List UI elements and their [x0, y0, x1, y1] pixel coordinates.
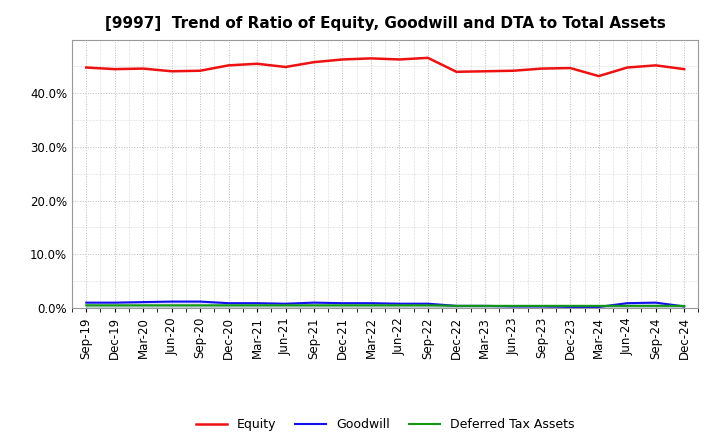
Equity: [537, 66, 546, 71]
Goodwill: [423, 301, 432, 306]
Equity: [509, 68, 518, 73]
Deferred Tax Assets: [338, 303, 347, 308]
Deferred Tax Assets: [623, 303, 631, 308]
Goodwill: [509, 304, 518, 309]
Deferred Tax Assets: [282, 303, 290, 308]
Deferred Tax Assets: [395, 303, 404, 308]
Goodwill: [110, 300, 119, 305]
Goodwill: [680, 304, 688, 309]
Deferred Tax Assets: [537, 303, 546, 308]
Equity: [595, 73, 603, 79]
Goodwill: [595, 304, 603, 310]
Deferred Tax Assets: [139, 303, 148, 308]
Deferred Tax Assets: [680, 303, 688, 308]
Goodwill: [225, 301, 233, 306]
Equity: [82, 65, 91, 70]
Goodwill: [338, 301, 347, 306]
Equity: [167, 69, 176, 74]
Goodwill: [566, 304, 575, 310]
Equity: [566, 66, 575, 71]
Goodwill: [452, 303, 461, 308]
Equity: [652, 63, 660, 68]
Goodwill: [310, 300, 318, 305]
Equity: [110, 66, 119, 72]
Equity: [423, 55, 432, 60]
Title: [9997]  Trend of Ratio of Equity, Goodwill and DTA to Total Assets: [9997] Trend of Ratio of Equity, Goodwil…: [105, 16, 665, 32]
Goodwill: [139, 300, 148, 305]
Line: Deferred Tax Assets: Deferred Tax Assets: [86, 305, 684, 306]
Goodwill: [537, 304, 546, 309]
Deferred Tax Assets: [366, 303, 375, 308]
Equity: [310, 59, 318, 65]
Goodwill: [623, 301, 631, 306]
Deferred Tax Assets: [253, 303, 261, 308]
Deferred Tax Assets: [480, 303, 489, 308]
Equity: [480, 69, 489, 74]
Equity: [338, 57, 347, 62]
Goodwill: [480, 303, 489, 308]
Equity: [225, 63, 233, 68]
Deferred Tax Assets: [509, 303, 518, 308]
Deferred Tax Assets: [310, 303, 318, 308]
Deferred Tax Assets: [452, 303, 461, 308]
Equity: [680, 66, 688, 72]
Equity: [139, 66, 148, 71]
Goodwill: [395, 301, 404, 306]
Deferred Tax Assets: [423, 303, 432, 308]
Equity: [366, 56, 375, 61]
Goodwill: [167, 299, 176, 304]
Deferred Tax Assets: [566, 303, 575, 308]
Equity: [452, 69, 461, 74]
Equity: [395, 57, 404, 62]
Equity: [253, 61, 261, 66]
Goodwill: [282, 301, 290, 306]
Equity: [196, 68, 204, 73]
Deferred Tax Assets: [196, 303, 204, 308]
Line: Goodwill: Goodwill: [86, 301, 684, 307]
Equity: [282, 64, 290, 70]
Goodwill: [652, 300, 660, 305]
Goodwill: [82, 300, 91, 305]
Deferred Tax Assets: [595, 303, 603, 308]
Deferred Tax Assets: [110, 303, 119, 308]
Goodwill: [366, 301, 375, 306]
Equity: [623, 65, 631, 70]
Deferred Tax Assets: [652, 303, 660, 308]
Deferred Tax Assets: [167, 303, 176, 308]
Deferred Tax Assets: [225, 303, 233, 308]
Goodwill: [253, 301, 261, 306]
Deferred Tax Assets: [82, 303, 91, 308]
Legend: Equity, Goodwill, Deferred Tax Assets: Equity, Goodwill, Deferred Tax Assets: [191, 413, 580, 436]
Line: Equity: Equity: [86, 58, 684, 76]
Goodwill: [196, 299, 204, 304]
